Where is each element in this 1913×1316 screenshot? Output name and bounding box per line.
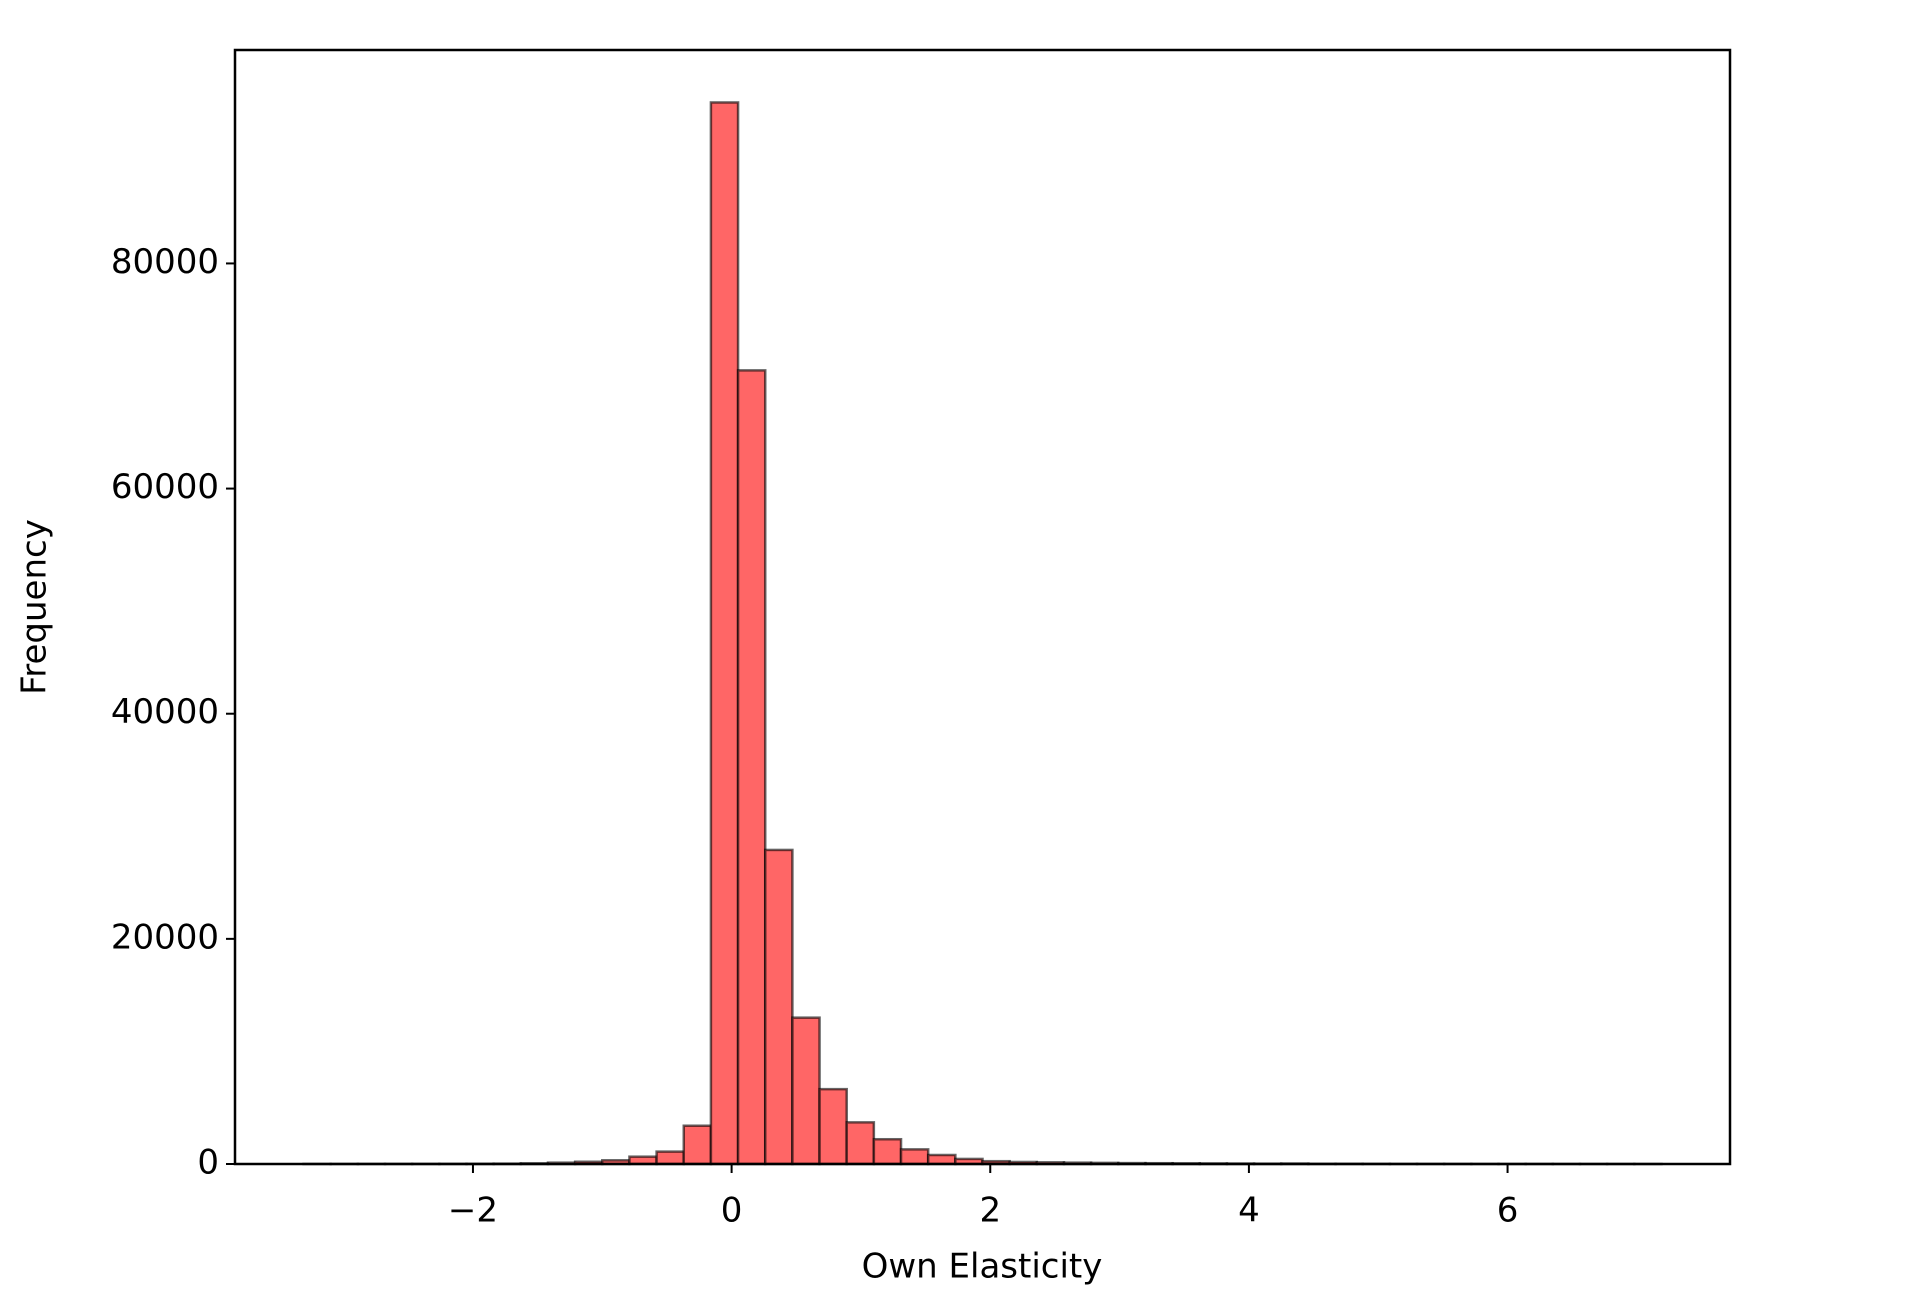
x-tick-label: 6 [1497, 1191, 1519, 1231]
bar [791, 1016, 821, 1166]
y-tick-label: 60000 [111, 467, 219, 507]
bar [709, 101, 740, 1166]
y-tick-label: 40000 [111, 692, 219, 732]
y-tick-label: 20000 [111, 917, 219, 957]
y-tick-label: 80000 [111, 242, 219, 282]
bar [899, 1148, 930, 1166]
bar [682, 1124, 713, 1166]
bar [845, 1121, 876, 1166]
bar [736, 369, 767, 1166]
bar [872, 1137, 903, 1166]
bar [655, 1150, 686, 1166]
bar [763, 848, 794, 1166]
x-tick-label: 0 [721, 1191, 743, 1231]
y-tick-label: 0 [197, 1143, 219, 1183]
bar [818, 1087, 848, 1166]
x-tick-label: −2 [448, 1191, 498, 1231]
bar [926, 1153, 957, 1166]
x-tick-label: 2 [979, 1191, 1001, 1231]
plot-frame [233, 48, 1732, 1166]
y-axis-label: Frequency [15, 519, 55, 695]
x-axis-label: Own Elasticity [862, 1247, 1103, 1287]
x-tick-label: 4 [1238, 1191, 1260, 1231]
